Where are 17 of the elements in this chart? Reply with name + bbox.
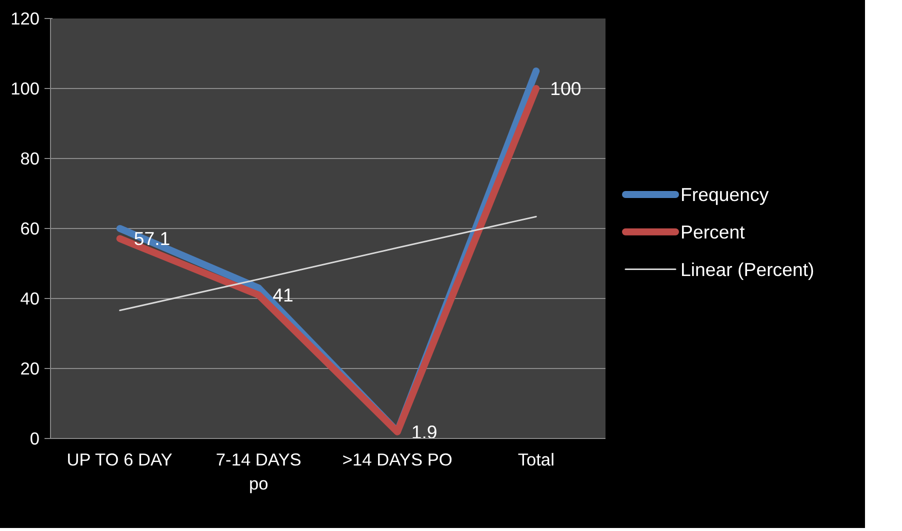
y-tick-label: 120 [10,8,40,28]
x-tick-label: >14 DAYS PO [342,450,452,470]
line-series [119,216,537,312]
y-tick-label: 80 [20,148,40,168]
legend-label: Percent [680,221,746,242]
x-tick-label: Total [518,450,554,470]
x-tick-label: 7-14 DAYS po [216,450,302,494]
y-tick-label: 0 [30,428,40,448]
data-label: 100 [550,78,582,99]
legend-label: Frequency [680,184,770,205]
data-label: 41 [272,284,294,306]
y-tick-label: 100 [10,78,40,98]
y-tick-label: 60 [20,218,40,238]
y-tick-label: 20 [20,358,40,378]
x-tick-label: UP TO 6 DAY [66,450,173,470]
y-tick-label: 40 [20,288,40,308]
legend-label: Linear (Percent) [680,258,814,280]
